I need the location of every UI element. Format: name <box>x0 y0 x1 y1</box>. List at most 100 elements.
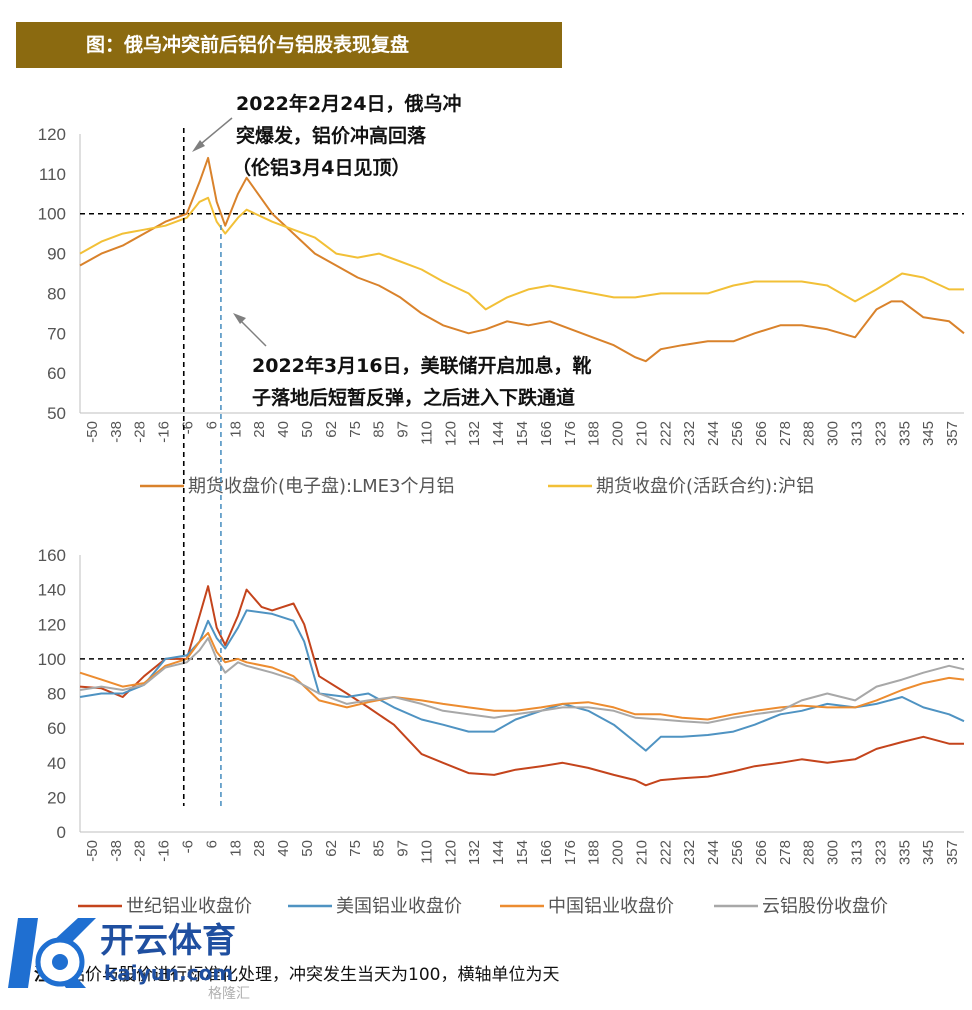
event-markers <box>182 128 222 806</box>
x-tick-label: 120 <box>442 840 459 865</box>
x-tick-label: -28 <box>132 421 149 443</box>
x-tick-label: 154 <box>514 421 531 446</box>
x-tick-label: -50 <box>84 840 101 862</box>
x-tick-label: 256 <box>729 840 746 865</box>
x-tick-label: 40 <box>275 840 292 857</box>
x-tick-label: 323 <box>872 421 889 446</box>
y-tick-label: 0 <box>57 823 66 842</box>
chart-title: 图：俄乌冲突前后铝价与铝股表现复盘 <box>16 22 562 68</box>
x-tick-label: 144 <box>490 840 507 865</box>
x-tick-label: 188 <box>586 421 603 446</box>
x-tick-label: 288 <box>801 421 818 446</box>
x-tick-label: 357 <box>944 421 961 446</box>
x-tick-label: 110 <box>418 840 435 864</box>
annotation-text: （伦铝3月4日见顶） <box>232 156 410 179</box>
annotation-text: 2022年3月16日，美联储开启加息，靴 <box>252 354 592 377</box>
x-tick-label: -16 <box>156 840 173 862</box>
x-tick-label: -28 <box>132 840 149 862</box>
series-line <box>79 156 965 363</box>
x-tick-label: 62 <box>323 421 340 438</box>
x-tick-label: 244 <box>705 840 722 865</box>
x-tick-label: 18 <box>227 840 244 857</box>
y-tick-label: 70 <box>47 324 66 343</box>
x-tick-label: -38 <box>108 840 125 862</box>
legend-label: 期货收盘价(活跃合约):沪铝 <box>596 476 814 497</box>
legend-label: 期货收盘价(电子盘):LME3个月铝 <box>188 476 455 497</box>
x-tick-label: 357 <box>944 840 961 865</box>
x-tick-label: 6 <box>203 840 220 848</box>
series-line <box>79 585 964 787</box>
y-tick-label: 120 <box>38 615 66 634</box>
y-tick-label: 140 <box>38 581 66 600</box>
x-tick-label: 345 <box>920 840 937 865</box>
y-tick-label: 80 <box>47 685 66 704</box>
y-tick-label: 80 <box>47 284 66 303</box>
x-tick-label: 313 <box>848 840 865 865</box>
x-tick-label: 132 <box>466 421 483 446</box>
x-tick-label: 288 <box>801 840 818 865</box>
y-tick-label: 110 <box>39 165 66 184</box>
x-tick-label: 335 <box>896 421 913 446</box>
x-tick-label: 345 <box>920 421 937 446</box>
x-tick-label: 232 <box>681 421 698 446</box>
x-tick-label: 313 <box>848 421 865 446</box>
y-tick-label: 90 <box>47 245 66 264</box>
x-tick-label: 300 <box>825 421 842 446</box>
x-tick-label: -6 <box>180 421 197 434</box>
x-tick-label: -50 <box>84 421 101 443</box>
series-line <box>79 609 965 752</box>
x-tick-label: 85 <box>371 421 388 438</box>
x-tick-label: -6 <box>180 840 197 853</box>
arrow-head-icon <box>233 313 246 324</box>
annotation-arrow <box>237 317 267 347</box>
x-tick-label: 144 <box>490 421 507 446</box>
x-tick-label: 75 <box>347 840 364 857</box>
x-tick-label: 75 <box>347 421 364 438</box>
chart-bottom: 0 20 40 60 80 100 120 140 160 -50 -38 -28 -16 -6 6 18 28… <box>38 546 965 917</box>
series-line <box>79 631 965 721</box>
x-tick-label: 62 <box>323 840 340 857</box>
legend-label: 云铝股份收盘价 <box>762 896 888 917</box>
x-tick-label: 278 <box>777 840 794 865</box>
x-tick-label: 40 <box>275 421 292 438</box>
footnote-text: 铝价与股价进行标准化处理，冲突发生当天为100，横轴单位为天 <box>68 965 560 985</box>
x-tick-label: -38 <box>108 421 125 443</box>
x-tick-label: 266 <box>753 840 770 865</box>
x-tick-label: 244 <box>705 421 722 446</box>
legend-label: 世纪铝业收盘价 <box>126 896 252 917</box>
x-tick-label: 50 <box>299 421 316 438</box>
y-tick-label: 40 <box>47 754 66 773</box>
watermark-brand-cn: 开云体育 <box>100 921 236 961</box>
y-tick-label: 100 <box>38 650 66 669</box>
chart-top: 50 60 70 80 90 100 110 120 -50 -38 -28 -16 -6 6 18 28 40… <box>38 125 965 497</box>
x-tick-label: 222 <box>657 840 674 865</box>
x-tick-label: 200 <box>610 421 627 446</box>
series-line <box>79 637 965 724</box>
x-tick-label: 188 <box>586 840 603 865</box>
x-tick-label: 97 <box>395 421 412 438</box>
kaiyun-logo-icon <box>8 918 96 988</box>
x-tick-label: 335 <box>896 840 913 865</box>
legend-label: 中国铝业收盘价 <box>548 896 674 917</box>
x-tick-label: 166 <box>538 421 555 446</box>
x-tick-label: 50 <box>299 840 316 857</box>
x-tick-label: 6 <box>203 421 220 429</box>
y-tick-label: 60 <box>47 719 66 738</box>
y-tick-label: 120 <box>38 125 66 144</box>
x-tick-label: 232 <box>681 840 698 865</box>
x-tick-label: 210 <box>633 421 650 446</box>
x-tick-label: 210 <box>633 840 650 865</box>
annotation-text: 突爆发，铝价冲高回落 <box>236 124 427 147</box>
y-tick-label: 160 <box>38 546 66 565</box>
x-tick-label: 28 <box>251 421 268 438</box>
legend-label: 美国铝业收盘价 <box>336 896 462 917</box>
watermark-corner-text: 格隆汇 <box>208 986 250 1000</box>
x-tick-label: 110 <box>418 421 435 445</box>
y-tick-label: 20 <box>47 788 66 807</box>
y-tick-label: 100 <box>38 205 66 224</box>
watermark-brand-en: kaiyun.com <box>104 961 233 985</box>
x-tick-label: 176 <box>562 421 579 446</box>
x-tick-label: 256 <box>729 421 746 446</box>
